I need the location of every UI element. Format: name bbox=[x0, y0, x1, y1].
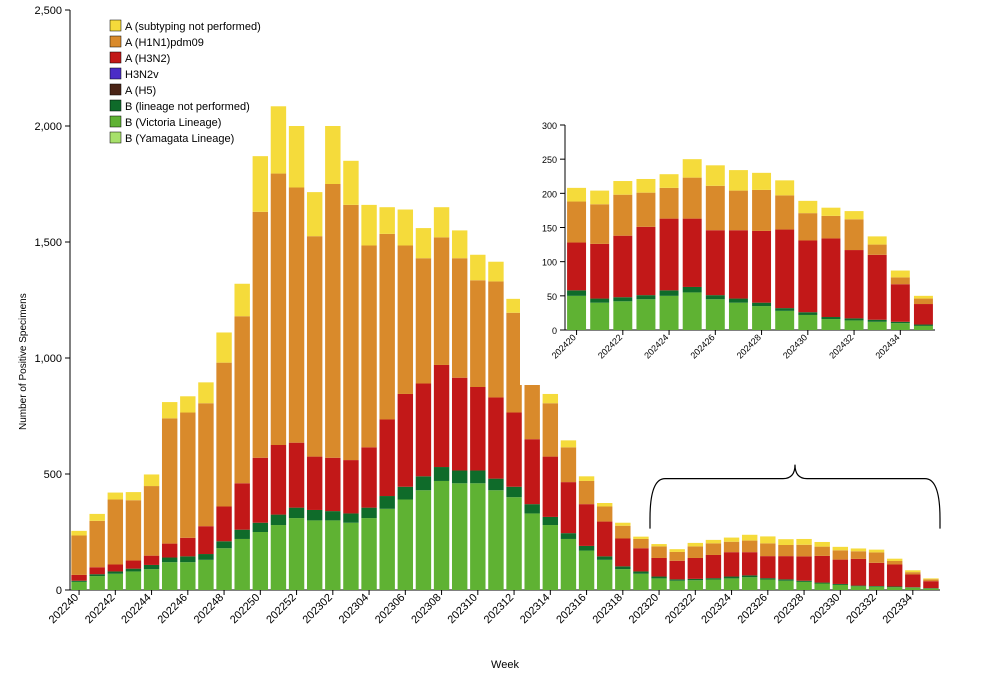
svg-text:202242: 202242 bbox=[83, 592, 117, 626]
chart-svg: 05001,0001,5002,0002,5002022402022422022… bbox=[0, 0, 985, 688]
svg-text:100: 100 bbox=[542, 258, 557, 268]
svg-text:200: 200 bbox=[542, 189, 557, 199]
y-axis-label: Number of Positive Specimens bbox=[18, 293, 29, 430]
svg-text:202240: 202240 bbox=[47, 592, 81, 626]
svg-text:A (H5): A (H5) bbox=[125, 85, 156, 97]
svg-text:202324: 202324 bbox=[699, 592, 733, 626]
svg-text:1,500: 1,500 bbox=[34, 237, 62, 249]
svg-text:202322: 202322 bbox=[663, 592, 697, 626]
svg-text:202332: 202332 bbox=[844, 592, 878, 626]
svg-text:202314: 202314 bbox=[518, 592, 552, 626]
svg-text:202326: 202326 bbox=[735, 592, 769, 626]
svg-text:50: 50 bbox=[547, 292, 557, 302]
svg-text:202302: 202302 bbox=[300, 592, 334, 626]
svg-text:H3N2v: H3N2v bbox=[125, 69, 159, 81]
svg-text:1,000: 1,000 bbox=[34, 353, 62, 365]
svg-text:202304: 202304 bbox=[337, 592, 371, 626]
svg-text:202310: 202310 bbox=[445, 592, 479, 626]
svg-text:300: 300 bbox=[542, 121, 557, 131]
svg-text:202246: 202246 bbox=[155, 592, 189, 626]
svg-text:202330: 202330 bbox=[808, 592, 842, 626]
svg-text:500: 500 bbox=[44, 469, 62, 481]
svg-text:2,500: 2,500 bbox=[34, 5, 62, 17]
svg-text:202244: 202244 bbox=[119, 592, 153, 626]
svg-text:B (Yamagata Lineage): B (Yamagata Lineage) bbox=[125, 133, 234, 145]
svg-text:202252: 202252 bbox=[264, 592, 298, 626]
svg-text:202248: 202248 bbox=[192, 592, 226, 626]
svg-text:202320: 202320 bbox=[627, 592, 661, 626]
svg-text:150: 150 bbox=[542, 224, 557, 234]
svg-text:202318: 202318 bbox=[590, 592, 624, 626]
legend: A (subtyping not performed) A (H1N1)pdm09… bbox=[110, 20, 261, 145]
svg-text:B (Victoria Lineage): B (Victoria Lineage) bbox=[125, 117, 221, 129]
svg-text:202250: 202250 bbox=[228, 592, 262, 626]
svg-text:2,000: 2,000 bbox=[34, 121, 62, 133]
svg-text:202328: 202328 bbox=[772, 592, 806, 626]
svg-text:Week: Week bbox=[491, 659, 519, 671]
svg-text:A (subtyping not performed): A (subtyping not performed) bbox=[125, 21, 261, 33]
svg-text:202306: 202306 bbox=[373, 592, 407, 626]
svg-text:250: 250 bbox=[542, 155, 557, 165]
svg-text:0: 0 bbox=[552, 326, 557, 336]
svg-text:0: 0 bbox=[56, 585, 62, 597]
svg-text:202334: 202334 bbox=[880, 592, 914, 626]
svg-text:A (H3N2): A (H3N2) bbox=[125, 53, 170, 65]
svg-text:202316: 202316 bbox=[554, 592, 588, 626]
svg-text:202308: 202308 bbox=[409, 592, 443, 626]
svg-text:A (H1N1)pdm09: A (H1N1)pdm09 bbox=[125, 37, 204, 49]
svg-text:B (lineage not performed): B (lineage not performed) bbox=[125, 101, 250, 113]
svg-text:202312: 202312 bbox=[482, 592, 516, 626]
